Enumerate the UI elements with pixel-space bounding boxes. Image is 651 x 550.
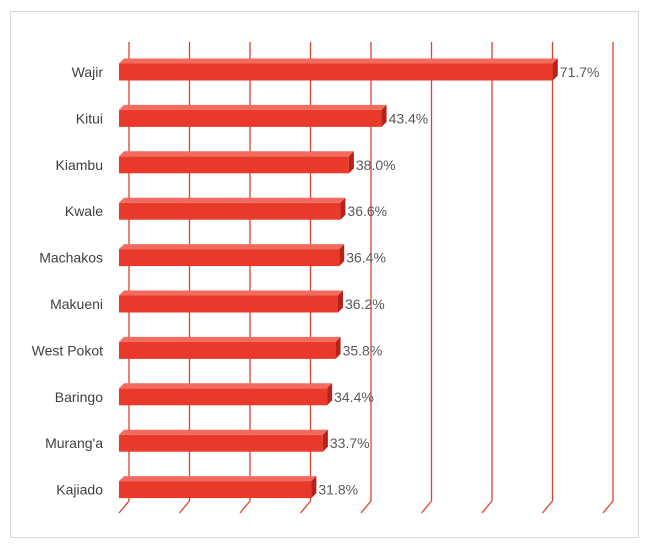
value-label: 36.2%: [345, 296, 385, 312]
value-label: 36.4%: [346, 250, 386, 266]
bar-side-face: [327, 383, 333, 406]
gridline-foot: [360, 500, 372, 514]
value-label: 31.8%: [318, 482, 358, 498]
bar-group: [119, 104, 387, 127]
bar: [119, 156, 349, 174]
gridline-foot: [239, 500, 251, 514]
bar-top-face: [119, 244, 345, 250]
labels: Wajir 71.7% Kitui 43.4% Kiambu 38.0% Kwale 36.6…: [32, 64, 600, 498]
gridline-foot: [481, 500, 493, 514]
bar-group: [119, 383, 333, 406]
gridline-foot: [118, 500, 130, 514]
category-label: West Pokot: [32, 342, 103, 358]
category-label: Kajiado: [56, 482, 103, 498]
bar-side-face: [348, 151, 354, 174]
gridline-foot: [300, 500, 311, 514]
bar-side-face: [339, 244, 345, 267]
bar: [119, 434, 323, 452]
bar-group: [119, 244, 345, 267]
bar-side-face: [322, 429, 328, 452]
bar-side-face: [335, 336, 341, 359]
category-label: Baringo: [55, 389, 103, 405]
bar-side-face: [340, 197, 346, 220]
bar: [119, 295, 339, 313]
value-label: 36.6%: [347, 203, 387, 219]
category-label: Machakos: [39, 250, 103, 266]
bar: [119, 341, 336, 359]
bar: [119, 63, 553, 81]
bar-top-face: [119, 290, 344, 296]
bar-side-face: [552, 58, 558, 81]
gridline-foot: [421, 500, 432, 514]
category-label: Kitui: [76, 110, 103, 126]
value-label: 71.7%: [560, 64, 600, 80]
category-label: Makueni: [50, 296, 103, 312]
bar-top-face: [119, 197, 346, 203]
gridline-foot: [542, 500, 553, 514]
bar-top-face: [119, 336, 341, 342]
category-label: Wajir: [72, 64, 104, 80]
bar-top-face: [119, 429, 328, 435]
bar: [119, 202, 341, 220]
bars: [119, 58, 558, 499]
bar-top-face: [119, 476, 317, 482]
category-label: Kiambu: [56, 157, 103, 173]
bar-group: [119, 429, 328, 452]
value-label: 43.4%: [389, 110, 429, 126]
bar: [119, 109, 382, 127]
category-label: Murang'a: [45, 435, 103, 451]
bar-group: [119, 290, 344, 313]
category-label: Kwale: [65, 203, 103, 219]
value-label: 35.8%: [343, 342, 383, 358]
bar: [119, 388, 328, 406]
gridline-foot: [602, 500, 614, 514]
bar-group: [119, 336, 341, 359]
bar-group: [119, 151, 354, 174]
bar: [119, 481, 312, 499]
bar-side-face: [338, 290, 344, 313]
bar-top-face: [119, 151, 354, 157]
bar-group: [119, 476, 317, 499]
value-label: 38.0%: [356, 157, 396, 173]
bar-top-face: [119, 383, 333, 389]
bar-side-face: [311, 476, 317, 499]
value-label: 34.4%: [334, 389, 374, 405]
bar: [119, 249, 340, 267]
bar-group: [119, 197, 346, 220]
chart-frame: [10, 11, 639, 538]
bar-top-face: [119, 58, 558, 64]
bar-side-face: [381, 104, 387, 127]
bar-group: [119, 58, 558, 81]
bar-top-face: [119, 104, 387, 110]
gridline-foot: [179, 500, 190, 514]
value-label: 33.7%: [330, 435, 370, 451]
